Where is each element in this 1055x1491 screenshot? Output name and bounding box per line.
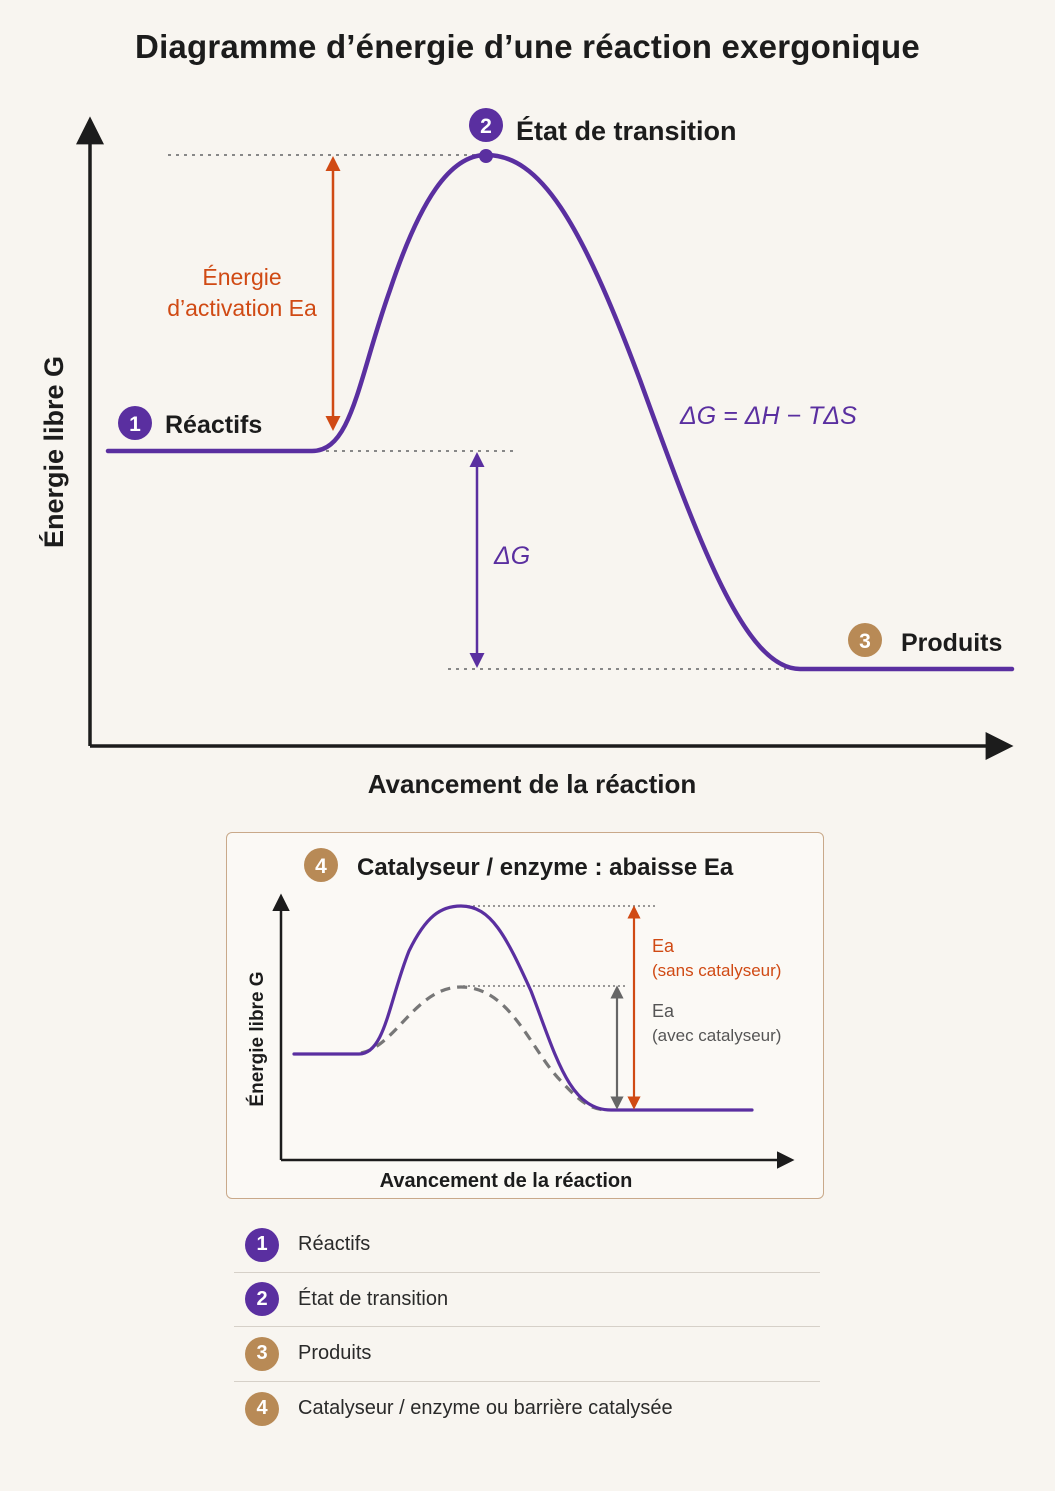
activation-energy-label-line1: Énergie xyxy=(202,264,281,290)
legend-badge: 2 xyxy=(245,1282,279,1317)
main-energy-diagram: Énergie libre G Avancement de la réactio… xyxy=(38,108,1015,799)
reaction-energy-curve xyxy=(105,152,1015,672)
badge-transition xyxy=(469,108,503,142)
inset-x-axis-label: Avancement de la réaction xyxy=(380,1170,633,1192)
gibbs-equation: ΔG = ΔH − TΔS xyxy=(679,402,857,430)
y-axis-label: Énergie libre G xyxy=(38,356,69,548)
products-label: Produits xyxy=(901,629,1002,657)
badge-catalyst-number: 4 xyxy=(315,855,327,878)
legend-item: 2 État de transition xyxy=(234,1273,820,1327)
transition-state-point xyxy=(479,149,493,163)
legend-item: 1 Réactifs xyxy=(234,1218,820,1273)
legend-item: 3 Produits xyxy=(234,1327,820,1382)
inset-y-axis-label: Énergie libre G xyxy=(246,971,268,1106)
legend-label: Réactifs xyxy=(298,1233,371,1256)
badge-reactants-number: 1 xyxy=(129,413,141,436)
x-axis-label: Avancement de la réaction xyxy=(368,769,697,799)
catalyst-inset-diagram: 4 Catalyseur / enzyme : abaisse Ea Énerg… xyxy=(246,848,795,1192)
legend-label: Produits xyxy=(298,1342,372,1365)
delta-g-label: ΔG xyxy=(493,542,530,570)
badge-reactants xyxy=(118,406,152,440)
ea-uncatalyzed-label-line1: Ea xyxy=(652,936,675,956)
legend-badge: 4 xyxy=(245,1391,279,1426)
ea-uncatalyzed-label-line2: (sans catalyseur) xyxy=(652,961,781,980)
page-title: Diagramme d’énergie d’une réaction exerg… xyxy=(135,28,920,65)
legend-badge: 3 xyxy=(245,1336,279,1371)
legend-label: État de transition xyxy=(298,1287,449,1310)
activation-energy-label-line2: d’activation Ea xyxy=(167,295,317,321)
transition-label: État de transition xyxy=(516,115,737,146)
inset-title: Catalyseur / enzyme : abaisse Ea xyxy=(357,854,734,881)
catalyst-inset-panel: 4 Catalyseur / enzyme : abaisse Ea Énerg… xyxy=(226,832,824,1199)
badge-catalyst xyxy=(304,848,338,882)
legend-badge: 1 xyxy=(245,1227,279,1262)
ea-catalyzed-label-line1: Ea xyxy=(652,1001,675,1021)
ea-catalyzed-label-line2: (avec catalyseur) xyxy=(652,1026,781,1045)
legend-item: 4 Catalyseur / enzyme ou barrière cataly… xyxy=(234,1382,820,1437)
badge-products-number: 3 xyxy=(859,630,871,653)
legend: 1 Réactifs 2 État de transition 3 Produi… xyxy=(234,1218,820,1436)
badge-products xyxy=(848,623,882,657)
reactants-label: Réactifs xyxy=(165,411,262,439)
uncatalyzed-curve xyxy=(292,904,754,1112)
badge-transition-number: 2 xyxy=(480,115,492,138)
legend-label: Catalyseur / enzyme ou barrière catalysé… xyxy=(298,1397,673,1420)
catalyzed-curve xyxy=(360,985,607,1112)
